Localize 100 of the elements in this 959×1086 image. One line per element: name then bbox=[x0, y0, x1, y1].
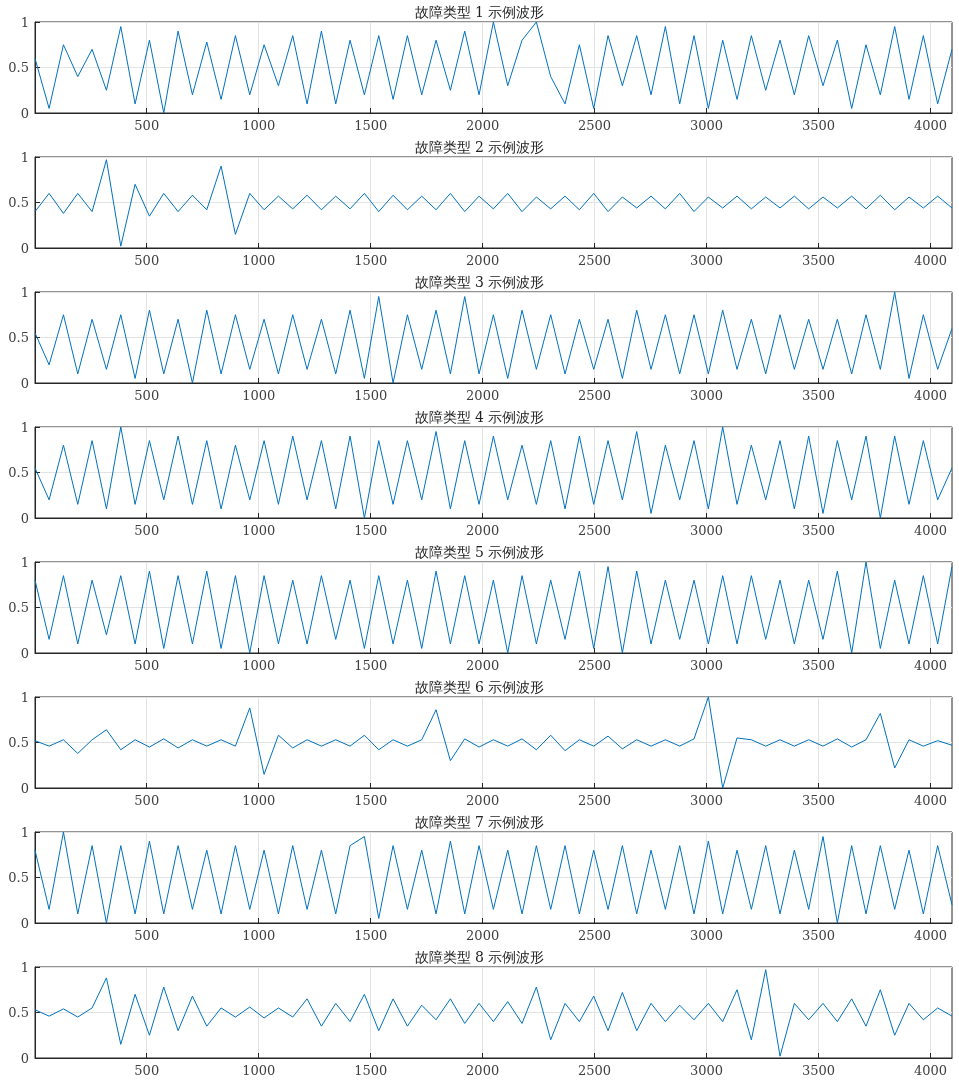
x-tick-label: 1500 bbox=[354, 523, 388, 538]
y-tick-label: 1 bbox=[20, 284, 29, 300]
line-series bbox=[34, 21, 953, 114]
x-tick-label: 1500 bbox=[354, 118, 388, 133]
x-tick-label: 1500 bbox=[354, 793, 388, 808]
line-series bbox=[34, 426, 953, 519]
x-tick-label: 500 bbox=[134, 253, 160, 268]
y-tick-label: 0 bbox=[20, 915, 29, 931]
x-tick-label: 3500 bbox=[801, 253, 836, 268]
x-tick-label: 2500 bbox=[578, 253, 612, 268]
x-tick-label: 3500 bbox=[801, 658, 836, 673]
x-tick-label: 1000 bbox=[242, 388, 276, 403]
y-tick-label: 1 bbox=[20, 959, 29, 975]
y-tick-label: 0 bbox=[20, 375, 29, 391]
y-tick-label: 1 bbox=[20, 554, 29, 570]
x-tick-label: 4000 bbox=[913, 928, 948, 943]
x-tick-label: 3500 bbox=[801, 523, 836, 538]
x-tick-label: 4000 bbox=[913, 118, 948, 133]
x-tick-label: 2500 bbox=[578, 1063, 612, 1078]
y-tick-label: 0.5 bbox=[8, 60, 29, 75]
y-tick-label: 0 bbox=[20, 1050, 29, 1066]
x-tick-label: 2000 bbox=[466, 658, 500, 673]
x-tick-label: 2500 bbox=[578, 793, 612, 808]
x-tick-label: 1000 bbox=[242, 1063, 276, 1078]
x-tick-label: 2000 bbox=[466, 253, 500, 268]
x-tick-label: 4000 bbox=[913, 388, 948, 403]
x-tick-label: 3000 bbox=[690, 523, 724, 538]
x-tick-label: 1500 bbox=[354, 658, 388, 673]
chart-title: 故障类型 2 示例波形 bbox=[414, 139, 545, 155]
x-tick-label: 2500 bbox=[578, 118, 612, 133]
y-tick-label: 0 bbox=[20, 645, 29, 661]
chart-title: 故障类型 5 示例波形 bbox=[414, 544, 545, 560]
x-tick-label: 3000 bbox=[690, 253, 724, 268]
y-tick-label: 1 bbox=[20, 689, 29, 705]
x-tick-label: 1000 bbox=[242, 928, 276, 943]
x-tick-label: 1500 bbox=[354, 1063, 388, 1078]
y-tick-label: 0 bbox=[20, 240, 29, 256]
line-series bbox=[34, 159, 953, 247]
x-tick-label: 500 bbox=[134, 1063, 160, 1078]
x-tick-label: 1000 bbox=[242, 523, 276, 538]
x-tick-label: 2000 bbox=[466, 1063, 500, 1078]
line-series bbox=[34, 696, 953, 789]
x-tick-label: 500 bbox=[134, 523, 160, 538]
line-series bbox=[34, 291, 953, 384]
y-tick-label: 1 bbox=[20, 14, 29, 30]
chart-title: 故障类型 1 示例波形 bbox=[414, 4, 545, 20]
x-tick-label: 1500 bbox=[354, 253, 388, 268]
chart-title: 故障类型 7 示例波形 bbox=[414, 814, 545, 830]
x-tick-label: 2000 bbox=[466, 388, 500, 403]
x-tick-label: 4000 bbox=[913, 658, 948, 673]
y-tick-label: 0.5 bbox=[8, 600, 29, 615]
x-tick-label: 2000 bbox=[466, 928, 500, 943]
x-tick-label: 1500 bbox=[354, 928, 388, 943]
x-tick-label: 3500 bbox=[801, 793, 836, 808]
x-tick-label: 4000 bbox=[913, 523, 948, 538]
x-tick-label: 2500 bbox=[578, 523, 612, 538]
y-tick-label: 0 bbox=[20, 510, 29, 526]
x-tick-label: 3000 bbox=[690, 793, 724, 808]
x-tick-label: 3500 bbox=[801, 1063, 836, 1078]
x-tick-label: 2000 bbox=[466, 793, 500, 808]
chart-title: 故障类型 8 示例波形 bbox=[414, 949, 545, 965]
x-tick-label: 2500 bbox=[578, 658, 612, 673]
x-tick-label: 500 bbox=[134, 388, 160, 403]
line-series bbox=[34, 561, 953, 654]
x-tick-label: 3000 bbox=[690, 118, 724, 133]
y-tick-label: 0.5 bbox=[8, 330, 29, 345]
y-tick-label: 0.5 bbox=[8, 1005, 29, 1020]
x-tick-label: 3000 bbox=[690, 928, 724, 943]
y-tick-label: 0.5 bbox=[8, 195, 29, 210]
x-tick-label: 1500 bbox=[354, 388, 388, 403]
chart-title: 故障类型 4 示例波形 bbox=[414, 409, 545, 425]
chart-title: 故障类型 6 示例波形 bbox=[414, 679, 545, 695]
line-series bbox=[34, 969, 953, 1057]
x-tick-label: 3000 bbox=[690, 1063, 724, 1078]
x-tick-label: 3500 bbox=[801, 928, 836, 943]
y-tick-label: 0.5 bbox=[8, 465, 29, 480]
x-tick-label: 2500 bbox=[578, 928, 612, 943]
x-tick-label: 500 bbox=[134, 118, 160, 133]
y-tick-label: 0 bbox=[20, 105, 29, 121]
line-series bbox=[34, 831, 953, 924]
x-tick-label: 2000 bbox=[466, 118, 500, 133]
x-tick-label: 4000 bbox=[913, 793, 948, 808]
x-tick-label: 500 bbox=[134, 793, 160, 808]
x-tick-label: 500 bbox=[134, 928, 160, 943]
chart-title: 故障类型 3 示例波形 bbox=[414, 274, 545, 290]
x-tick-label: 3500 bbox=[801, 388, 836, 403]
x-tick-label: 4000 bbox=[913, 253, 948, 268]
x-tick-label: 3000 bbox=[690, 388, 724, 403]
y-tick-label: 1 bbox=[20, 149, 29, 165]
x-tick-label: 1000 bbox=[242, 118, 276, 133]
x-tick-label: 2500 bbox=[578, 388, 612, 403]
y-tick-label: 1 bbox=[20, 419, 29, 435]
x-tick-label: 2000 bbox=[466, 523, 500, 538]
x-tick-label: 3000 bbox=[690, 658, 724, 673]
x-tick-label: 1000 bbox=[242, 793, 276, 808]
y-tick-label: 0.5 bbox=[8, 870, 29, 885]
x-tick-label: 1000 bbox=[242, 253, 276, 268]
y-tick-label: 1 bbox=[20, 824, 29, 840]
y-tick-label: 0 bbox=[20, 780, 29, 796]
x-tick-label: 1000 bbox=[242, 658, 276, 673]
